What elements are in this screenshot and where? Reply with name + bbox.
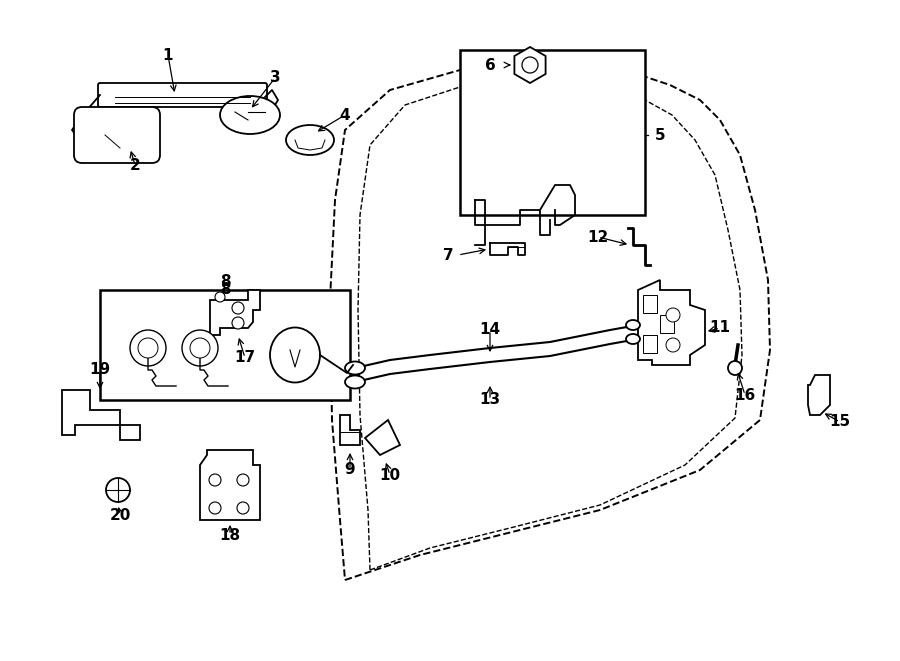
Polygon shape xyxy=(62,390,140,440)
Circle shape xyxy=(232,302,244,314)
Text: 8: 8 xyxy=(220,282,230,297)
Text: 12: 12 xyxy=(588,229,608,245)
Bar xyxy=(643,295,657,313)
Polygon shape xyxy=(515,47,545,83)
Circle shape xyxy=(232,317,244,329)
Text: 1: 1 xyxy=(163,48,173,63)
Text: 15: 15 xyxy=(830,414,850,430)
Polygon shape xyxy=(638,280,705,365)
Text: 16: 16 xyxy=(734,387,756,403)
Circle shape xyxy=(237,502,249,514)
Circle shape xyxy=(106,478,130,502)
Text: 20: 20 xyxy=(109,508,130,522)
Circle shape xyxy=(190,338,210,358)
Ellipse shape xyxy=(220,96,280,134)
Ellipse shape xyxy=(626,320,640,330)
Circle shape xyxy=(728,361,742,375)
Text: 9: 9 xyxy=(345,463,356,477)
Text: 4: 4 xyxy=(339,108,350,122)
Polygon shape xyxy=(365,420,400,455)
Bar xyxy=(100,290,350,400)
Ellipse shape xyxy=(626,334,640,344)
Circle shape xyxy=(522,57,538,73)
Ellipse shape xyxy=(270,327,320,383)
Bar xyxy=(460,50,645,215)
Text: 8: 8 xyxy=(220,274,230,290)
Polygon shape xyxy=(340,415,360,445)
Ellipse shape xyxy=(345,362,365,375)
Text: 3: 3 xyxy=(270,71,280,85)
Ellipse shape xyxy=(345,375,365,389)
Polygon shape xyxy=(808,375,830,415)
Circle shape xyxy=(666,338,680,352)
FancyBboxPatch shape xyxy=(74,107,160,163)
Text: 5: 5 xyxy=(654,128,665,143)
Text: 11: 11 xyxy=(709,321,731,336)
Text: 17: 17 xyxy=(234,350,256,366)
Polygon shape xyxy=(210,290,260,335)
Bar xyxy=(643,335,657,353)
Text: 6: 6 xyxy=(484,58,495,73)
Circle shape xyxy=(237,474,249,486)
Text: 19: 19 xyxy=(89,362,111,377)
Text: 10: 10 xyxy=(380,467,400,483)
Bar xyxy=(660,315,674,333)
FancyBboxPatch shape xyxy=(98,83,267,107)
Text: 18: 18 xyxy=(220,527,240,543)
Circle shape xyxy=(182,330,218,366)
Text: 2: 2 xyxy=(130,157,140,173)
Circle shape xyxy=(209,502,221,514)
Text: 14: 14 xyxy=(480,323,500,338)
Circle shape xyxy=(215,292,225,302)
Text: 13: 13 xyxy=(480,393,500,407)
Ellipse shape xyxy=(286,125,334,155)
Text: 7: 7 xyxy=(443,247,454,262)
Circle shape xyxy=(209,474,221,486)
Circle shape xyxy=(130,330,166,366)
Circle shape xyxy=(666,308,680,322)
Polygon shape xyxy=(200,450,260,520)
Circle shape xyxy=(138,338,158,358)
